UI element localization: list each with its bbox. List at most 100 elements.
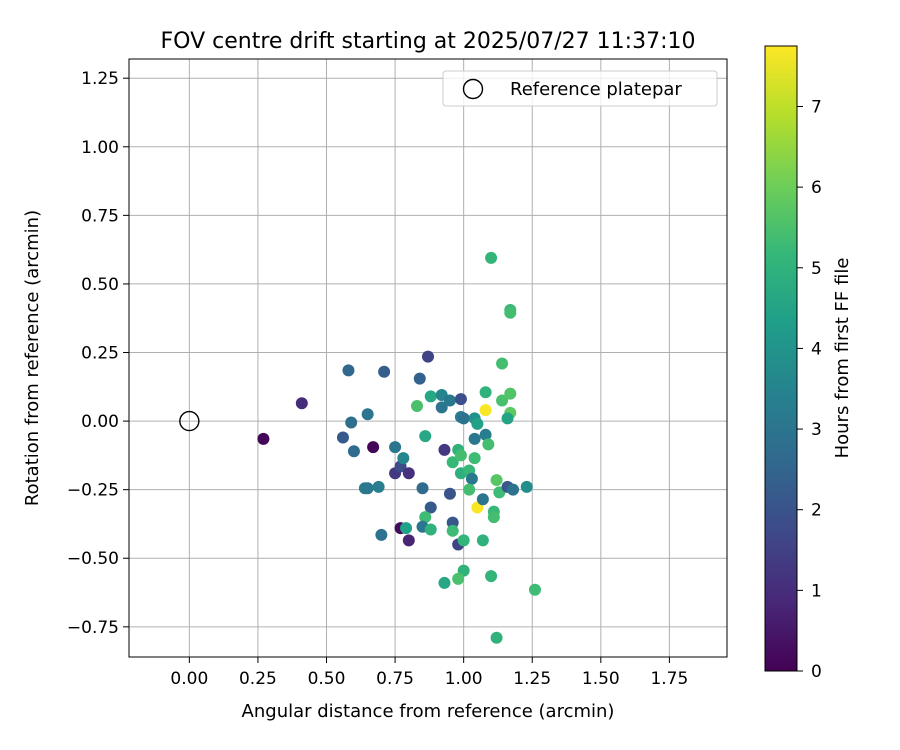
colorbar-tick-label: 2 (811, 501, 822, 521)
y-axis-ticks: 1.25 1.00 0.75 0.50 0.25 0.00 −0.25 −0.50 −0.75 (67, 69, 129, 638)
data-point (375, 528, 388, 541)
data-point (438, 443, 451, 456)
data-point (465, 472, 478, 485)
data-point (479, 428, 492, 441)
data-point (361, 482, 374, 495)
data-point (487, 511, 500, 524)
data-point (419, 430, 432, 443)
data-point (342, 364, 355, 377)
data-point (397, 452, 410, 465)
data-point (463, 483, 476, 496)
colorbar-tick-label: 6 (811, 178, 822, 198)
data-point (402, 467, 415, 480)
y-tick-label: 0.00 (81, 412, 119, 432)
data-point (457, 534, 470, 547)
data-point (424, 390, 437, 403)
x-axis-label: Angular distance from reference (arcmin) (242, 701, 615, 722)
data-point (424, 523, 437, 536)
data-point (476, 534, 489, 547)
data-point (485, 570, 498, 583)
data-point (496, 394, 509, 407)
data-point (416, 482, 429, 495)
x-tick-label: 1.75 (650, 669, 688, 689)
data-point (454, 393, 467, 406)
data-point (490, 631, 503, 644)
colorbar-tick-label: 3 (811, 420, 822, 440)
y-tick-label: 1.00 (81, 138, 119, 158)
x-tick-label: 1.25 (513, 669, 551, 689)
data-point (446, 516, 459, 529)
data-point (443, 487, 456, 500)
data-point (496, 357, 509, 370)
data-point (419, 511, 432, 524)
y-tick-label: 1.25 (81, 69, 119, 89)
data-point (501, 412, 514, 425)
y-axis-label: Rotation from reference (arcmin) (22, 210, 43, 506)
data-point (422, 350, 434, 363)
colorbar-tick-label: 5 (811, 259, 822, 279)
data-point (504, 306, 517, 319)
data-point (471, 417, 484, 430)
legend-box (442, 70, 718, 107)
data-point (490, 474, 503, 487)
data-point (402, 534, 415, 547)
data-point (411, 400, 424, 413)
data-points (257, 251, 541, 644)
data-point (468, 452, 481, 465)
data-point (413, 372, 426, 385)
data-point (435, 401, 448, 414)
y-tick-label: −0.75 (67, 618, 119, 638)
data-point (443, 394, 456, 407)
data-point (345, 416, 358, 429)
legend: Reference platepar (442, 70, 718, 107)
colorbar (764, 45, 798, 672)
x-axis-ticks: 0.00 0.25 0.50 0.75 1.00 1.25 1.50 1.75 (170, 657, 688, 689)
data-point (378, 365, 391, 378)
data-point (454, 449, 467, 462)
colorbar-label: Hours from first FF file (832, 258, 853, 459)
y-tick-label: −0.25 (67, 481, 119, 501)
x-tick-label: 1.00 (445, 669, 483, 689)
data-point (528, 583, 541, 596)
data-point (485, 251, 498, 264)
data-point (504, 387, 517, 400)
data-point (367, 441, 380, 454)
x-tick-label: 1.50 (582, 669, 620, 689)
data-point (452, 572, 465, 585)
data-point (476, 493, 489, 506)
x-tick-label: 0.75 (376, 669, 414, 689)
data-point (336, 431, 349, 444)
reference-platepar-marker (179, 410, 200, 432)
data-point (424, 501, 437, 514)
colorbar-tick-label: 4 (811, 339, 822, 359)
plot-frame (128, 58, 728, 658)
legend-entry-label: Reference platepar (510, 79, 682, 100)
data-point (457, 412, 470, 425)
data-point (257, 432, 270, 445)
data-point (507, 483, 520, 496)
legend-reference-marker-icon (462, 78, 484, 100)
colorbar-ticks: 0 1 2 3 4 5 6 7 (797, 97, 822, 682)
y-tick-label: 0.75 (81, 206, 119, 226)
data-point (438, 576, 451, 589)
data-point (295, 397, 308, 410)
data-point (400, 522, 413, 535)
reference-marker-layer (179, 410, 200, 432)
chart-title: FOV centre drift starting at 2025/07/27 … (161, 29, 696, 54)
data-point (520, 480, 533, 493)
colorbar-tick-label: 1 (811, 581, 822, 601)
data-point (372, 480, 385, 493)
colorbar-tick-label: 0 (811, 662, 822, 682)
data-point (389, 441, 402, 454)
y-tick-label: 0.50 (81, 275, 119, 295)
x-tick-label: 0.00 (170, 669, 208, 689)
data-point (361, 408, 374, 421)
data-point (468, 432, 481, 445)
data-point (482, 438, 495, 451)
x-tick-label: 0.25 (239, 669, 277, 689)
data-point (347, 445, 360, 458)
colorbar-tick-label: 7 (811, 97, 822, 117)
data-point (479, 386, 492, 399)
data-point (479, 404, 492, 417)
